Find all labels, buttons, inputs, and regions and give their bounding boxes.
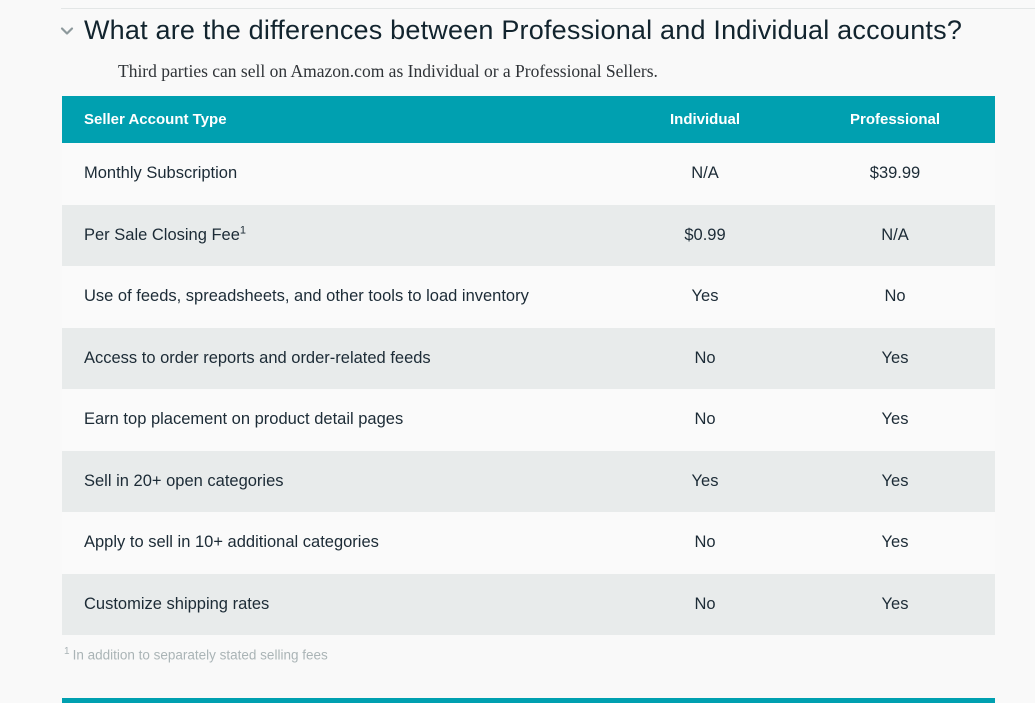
faq-intro-text: Third parties can sell on Amazon.com as … <box>118 61 658 81</box>
column-header-professional: Professional <box>849 111 941 128</box>
table-row: Customize shipping rates No Yes <box>62 573 995 635</box>
footnote-ref-marker: 1 <box>239 224 247 237</box>
professional-value-cell: Yes <box>881 471 909 490</box>
feature-cell: Earn top placement on product detail pag… <box>84 410 404 429</box>
feature-cell: Apply to sell in 10+ additional categori… <box>84 533 379 552</box>
professional-value-cell: No <box>884 287 906 306</box>
professional-value-cell: Yes <box>881 533 909 552</box>
feature-cell: Use of feeds, spreadsheets, and other to… <box>84 287 529 306</box>
individual-value-cell: No <box>694 410 716 429</box>
faq-accordion-header[interactable]: What are the differences between Profess… <box>58 14 1025 46</box>
column-header-individual: Individual <box>669 111 740 128</box>
footnote-ref: 1 <box>64 646 70 657</box>
individual-value-cell: N/A <box>691 164 719 183</box>
chevron-down-icon[interactable] <box>58 22 76 40</box>
individual-value-cell: Yes <box>691 471 719 490</box>
table-row: Apply to sell in 10+ additional categori… <box>62 512 995 574</box>
next-table-header-edge <box>62 698 995 703</box>
column-header-feature: Seller Account Type <box>84 111 227 128</box>
table-row: Per Sale Closing Fee1 $0.99 N/A <box>62 204 995 266</box>
table-body: Monthly Subscription N/A $39.99 Per Sale… <box>62 143 995 635</box>
individual-value-cell: Yes <box>691 287 719 306</box>
individual-value-cell: $0.99 <box>684 225 726 244</box>
table-row: Sell in 20+ open categories Yes Yes <box>62 450 995 512</box>
section-divider <box>61 8 1035 9</box>
feature-cell: Monthly Subscription <box>84 164 238 183</box>
table-row: Access to order reports and order-relate… <box>62 327 995 389</box>
professional-value-cell: Yes <box>881 594 909 613</box>
account-comparison-table: Seller Account Type Individual Professio… <box>62 96 995 635</box>
feature-cell: Per Sale Closing Fee1 <box>84 224 247 244</box>
table-footnote: 1 In addition to separately stated sellin… <box>64 646 328 663</box>
individual-value-cell: No <box>694 533 716 552</box>
table-header-row: Seller Account Type Individual Professio… <box>62 96 995 143</box>
professional-value-cell: Yes <box>881 348 909 367</box>
table-row: Use of feeds, spreadsheets, and other to… <box>62 266 995 328</box>
table-row: Earn top placement on product detail pag… <box>62 389 995 451</box>
footnote-text: In addition to separately stated selling… <box>72 647 328 663</box>
professional-value-cell: Yes <box>881 410 909 429</box>
faq-question-title[interactable]: What are the differences between Profess… <box>84 15 963 45</box>
professional-value-cell: N/A <box>881 225 909 244</box>
table-row: Monthly Subscription N/A $39.99 <box>62 143 995 205</box>
individual-value-cell: No <box>694 348 716 367</box>
feature-cell: Access to order reports and order-relate… <box>84 348 431 367</box>
professional-value-cell: $39.99 <box>869 164 921 183</box>
feature-cell: Sell in 20+ open categories <box>84 471 284 490</box>
feature-cell: Customize shipping rates <box>84 594 270 613</box>
individual-value-cell: No <box>694 594 716 613</box>
